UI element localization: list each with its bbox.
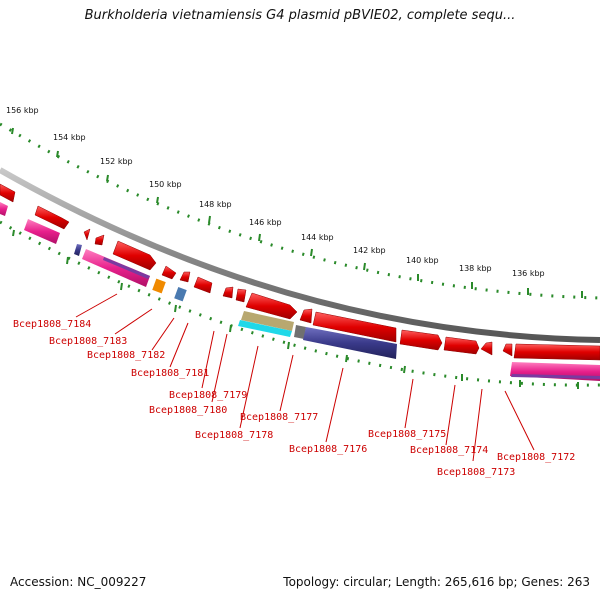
gene-label: Bcep1808_7178 — [195, 430, 273, 441]
gene-label: Bcep1808_7179 — [169, 390, 247, 401]
gene-arrow — [235, 288, 247, 303]
gene-arrow — [222, 286, 234, 299]
gene-label: Bcep1808_7183 — [49, 336, 127, 347]
ruler-label: 142 kbp — [353, 246, 386, 255]
gene-label: Bcep1808_7172 — [497, 452, 575, 463]
gene-arrow — [112, 240, 157, 271]
gene-label: Bcep1808_7177 — [240, 412, 318, 423]
gene-arrow — [94, 234, 105, 246]
gene-arrow — [179, 271, 191, 283]
summary-text: Topology: circular; Length: 265,616 bp; … — [283, 575, 590, 589]
gene-label: Bcep1808_7176 — [289, 444, 367, 455]
inner-ticks — [12, 229, 579, 389]
gene-label: Bcep1808_7180 — [149, 405, 227, 416]
map-title: Burkholderia vietnamiensis G4 plasmid pB… — [84, 8, 516, 23]
pink-feature — [82, 249, 150, 287]
gene-arrow — [245, 292, 298, 320]
ruler-label: 150 kbp — [149, 180, 182, 189]
navy-feature — [74, 244, 82, 256]
forward-genes — [0, 183, 600, 361]
pink-feature — [24, 219, 60, 244]
navy-bar — [103, 257, 150, 279]
gene-arrow — [502, 343, 513, 357]
ruler-label: 140 kbp — [406, 256, 439, 265]
navy-feature — [303, 327, 397, 359]
gene-arrow — [0, 183, 16, 203]
accession-text: Accession: NC_009227 — [10, 575, 147, 589]
feature-blocks — [0, 202, 600, 381]
gene-label: Bcep1808_7181 — [131, 368, 209, 379]
gene-arrow — [299, 308, 313, 324]
gene-label: Bcep1808_7173 — [437, 467, 515, 478]
gene-label: Bcep1808_7175 — [368, 429, 446, 440]
ruler-label: 144 kbp — [301, 233, 334, 242]
ruler-label: 148 kbp — [199, 200, 232, 209]
gene-arrow — [312, 311, 397, 343]
ruler-label: 156 kbp — [6, 106, 39, 115]
gene-label: Bcep1808_7184 — [13, 319, 91, 330]
cyan-feature — [238, 320, 292, 337]
leader-lines — [75, 293, 535, 462]
gray-feature — [294, 325, 306, 339]
gene-arrow — [513, 343, 600, 361]
gene-arrow — [399, 329, 443, 351]
gene-label: Bcep1808_7182 — [87, 350, 165, 361]
gene-arrow — [83, 228, 91, 241]
ruler-label: 136 kbp — [512, 269, 545, 278]
pink-feature — [0, 202, 8, 216]
gene-arrow — [34, 205, 70, 230]
ruler-label: 146 kbp — [249, 218, 282, 227]
steelblue-feature — [174, 286, 187, 302]
tan-feature — [241, 311, 294, 331]
navy-bar — [511, 374, 600, 379]
gene-arrow — [480, 341, 493, 356]
gene-labels: Bcep1808_7184 Bcep1808_7183 Bcep1808_718… — [13, 319, 575, 478]
gene-arrow — [443, 336, 480, 355]
ruler-label: 152 kbp — [100, 157, 133, 166]
orange-feature — [152, 278, 166, 294]
ruler-label: 154 kbp — [53, 133, 86, 142]
ruler-ticks — [11, 127, 583, 298]
ruler-ring — [0, 122, 600, 300]
gene-arrow — [193, 276, 213, 294]
ruler-labels: 156 kbp 154 kbp 152 kbp 150 kbp 148 kbp … — [6, 106, 545, 278]
gene-arrow — [161, 265, 177, 280]
ruler-label: 138 kbp — [459, 264, 492, 273]
backbone-ring — [0, 167, 600, 343]
gene-label: Bcep1808_7174 — [410, 445, 488, 456]
